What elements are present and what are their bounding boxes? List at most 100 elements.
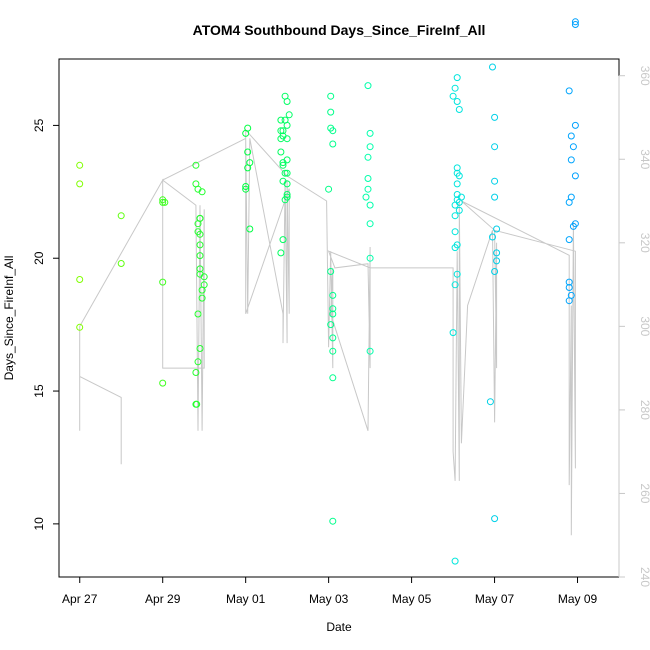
data-point [279,127,287,135]
y2-tick-label: 280 [638,400,650,420]
y2-tick-label: 300 [638,316,650,336]
data-point [198,188,206,196]
data-point [491,143,499,151]
data-point [489,63,496,71]
data-point [491,177,499,185]
data-point [159,198,167,206]
data-point [283,191,291,198]
data-point [451,281,459,289]
data-point [455,172,463,180]
data-point [571,21,579,28]
data-point [491,515,499,523]
data-point [277,116,285,124]
secondary-y-axis: 240 260 280 300 320 340 360 [618,66,650,587]
data-point [281,169,289,177]
data-point [277,249,285,257]
data-point [159,278,167,286]
data-point [453,98,461,105]
data-point [366,254,374,262]
x-tick-label: Apr 27 [62,592,98,606]
x-axis: Apr 27 Apr 29 May 01 May 03 May 05 May 07 May … [62,576,598,606]
data-point [198,286,206,294]
data-point [567,132,575,140]
data-point [117,260,125,267]
data-point [200,273,208,281]
y2-tick-label: 240 [638,567,650,587]
data-point [364,153,372,161]
data-point [457,193,465,201]
data-point [283,156,291,164]
data-point [327,268,335,275]
x-tick-label: May 05 [392,592,432,606]
data-point [491,193,499,201]
data-point [362,193,370,201]
data-point [366,201,374,209]
data-point [565,198,573,206]
data-point [453,164,461,172]
data-point [244,124,252,132]
data-point [279,132,287,140]
data-point [329,140,337,148]
y-tick-label: 15 [32,384,46,398]
data-point [194,358,202,366]
data-point [453,270,461,278]
data-point [571,121,579,129]
x-tick-label: May 03 [309,592,349,606]
data-point [329,517,337,525]
data-point [451,557,459,565]
data-point [76,180,84,188]
data-point [279,236,287,244]
data-point [486,398,494,406]
data-point [283,180,291,188]
data-point [453,74,461,82]
x-tick-label: May 01 [226,592,266,606]
data-point [194,310,202,318]
data-point [283,121,291,129]
data-point [196,230,204,238]
data-point [455,106,463,113]
data-point [159,379,167,387]
y-tick-label: 20 [32,251,46,265]
data-point [451,212,459,220]
data-point [327,92,335,100]
data-point [192,161,200,169]
data-point [329,347,337,355]
x-tick-label: May 09 [558,592,598,606]
data-point [453,180,461,188]
data-point [451,244,459,252]
data-point [451,84,459,92]
data-point [329,291,337,299]
y-axis-label: Days_Since_FireInf_All [2,256,16,381]
data-point [366,220,374,228]
data-point [327,321,335,329]
data-point [567,156,575,164]
data-point [76,161,84,169]
data-point [493,257,501,265]
data-point [196,345,204,352]
data-point [364,82,372,90]
data-point [329,374,337,382]
data-point [364,185,372,193]
data-point [571,172,579,180]
data-point [329,305,337,313]
data-point [246,225,254,233]
data-point [196,265,204,273]
data-point [493,225,501,233]
data-point [192,369,200,376]
data-point [329,334,337,342]
data-point [489,233,496,241]
y-axis: 10 15 20 25 [32,118,60,531]
data-point [279,161,287,169]
data-point [569,143,577,151]
data-point [366,129,374,137]
data-point [246,159,254,167]
data-point [193,400,201,408]
data-point [571,18,579,26]
data-point [283,169,291,177]
data-point [327,108,335,116]
data-point [366,347,374,355]
data-point [569,222,577,230]
data-point [364,175,372,182]
x-axis-label: Date [326,620,352,634]
